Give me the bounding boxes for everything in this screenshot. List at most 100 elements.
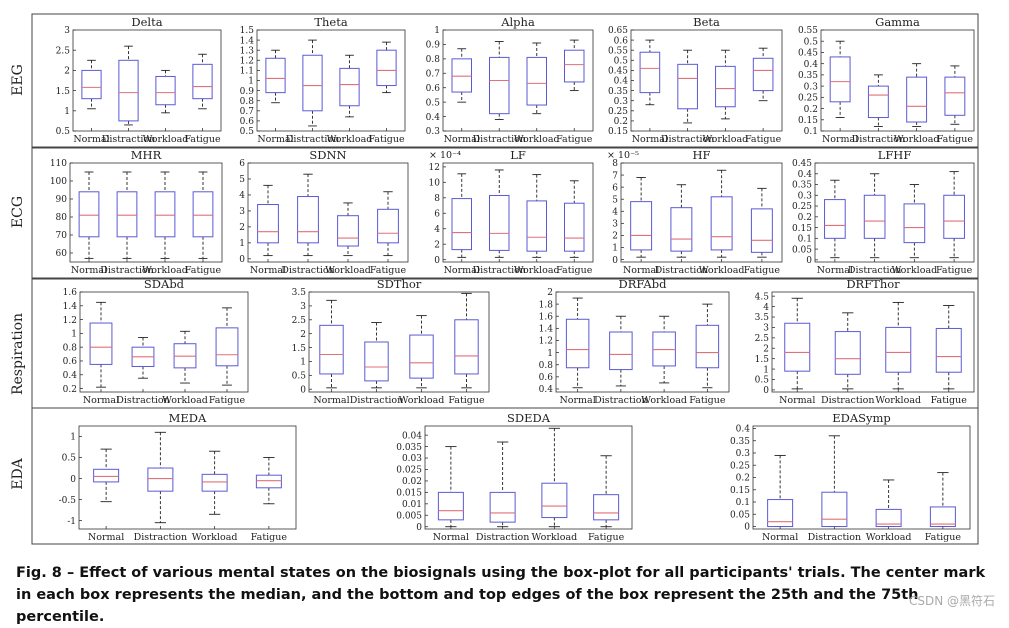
ytick-label-edasymp: 0.1 [736, 498, 750, 508]
box-gamma-normal [829, 56, 851, 103]
box-sdthor-workload [409, 334, 434, 379]
xtick-label-drfabd-distraction: Distraction [594, 395, 648, 406]
ytick-label-beta: 0.35 [608, 87, 628, 97]
box-edasymp-fatigue [929, 506, 956, 528]
xtick-label-sdeda-distraction: Distraction [476, 532, 530, 543]
box-alpha-workload [526, 56, 547, 106]
ytick-label-hf: 6 [612, 183, 618, 193]
panel-title-gamma: Gamma [875, 15, 920, 29]
xtick-label-sdnn-workload: Workload [325, 265, 371, 276]
panel-title-sdthor: SDThor [377, 277, 422, 291]
ytick-label-delta: 1.5 [56, 87, 71, 97]
ytick-label-drfthor: 2 [763, 344, 769, 354]
ytick-label-drfabd: 1.8 [539, 300, 554, 310]
box-alpha-fatigue [564, 49, 585, 83]
xtick-label-sdeda-workload: Workload [532, 532, 578, 543]
xtick-label-gamma-normal: Normal [822, 134, 858, 145]
ytick-label-lfhf: 0.25 [792, 202, 812, 212]
ytick-label-edasymp: 0 [744, 523, 750, 533]
row-label-eeg: EEG [10, 64, 26, 96]
ytick-label-gamma: 0.2 [804, 105, 818, 115]
box-sdeda-workload [541, 482, 568, 519]
ytick-label-alpha: 0.9 [426, 41, 441, 51]
ytick-label-sdnn: 5 [239, 175, 245, 185]
box-hf-fatigue [750, 208, 773, 253]
box-drfabd-fatigue [695, 324, 720, 369]
ytick-label-beta: 0.45 [608, 67, 628, 77]
xtick-label-alpha-normal: Normal [444, 134, 480, 145]
axes-drfabd [555, 291, 730, 393]
scale-label-hf: × 10⁻⁵ [607, 150, 639, 161]
ytick-label-sdabd: 0.4 [63, 371, 78, 381]
ytick-label-lfhf: 0.35 [792, 181, 812, 191]
box-theta-fatigue [376, 49, 397, 87]
xtick-label-gamma-distraction: Distraction [852, 134, 906, 145]
xtick-label-lfhf-distraction: Distraction [848, 265, 902, 276]
box-lfhf-normal [824, 199, 846, 239]
panel-title-lf: LF [510, 148, 526, 162]
ytick-label-edasymp: 0.05 [730, 510, 750, 520]
xtick-label-alpha-fatigue: Fatigue [556, 134, 593, 145]
figure-caption: Fig. 8 – Effect of various mental states… [16, 565, 986, 625]
ytick-label-lf: 12 [429, 163, 440, 173]
ytick-label-sdnn: 0 [239, 255, 245, 265]
box-beta-normal [639, 51, 661, 94]
xtick-label-alpha-distraction: Distraction [472, 134, 526, 145]
xtick-label-sdabd-distraction: Distraction [116, 395, 170, 406]
xtick-label-theta-normal: Normal [257, 134, 293, 145]
ytick-label-sdeda: 0 [416, 523, 422, 533]
ytick-label-hf: 4 [612, 207, 618, 217]
ytick-label-sdthor: 2 [300, 330, 306, 340]
ytick-label-drfthor: 1 [763, 365, 769, 375]
panel-beta: Beta 0.150.20.250.30.350.40.450.50.550.60… [608, 15, 783, 145]
ytick-label-drfthor: 3.5 [755, 313, 770, 323]
axes-drfthor [771, 291, 975, 393]
ytick-label-mhr: 70 [56, 231, 68, 241]
xtick-label-theta-workload: Workload [327, 134, 373, 145]
ytick-label-theta: 1.3 [240, 46, 255, 56]
xtick-label-drfabd-normal: Normal [559, 395, 595, 406]
ytick-label-sdabd: 0.6 [63, 357, 78, 367]
axes-theta [256, 29, 406, 132]
xtick-label-gamma-workload: Workload [894, 134, 940, 145]
box-theta-workload [339, 67, 360, 107]
axes-delta [72, 29, 222, 132]
box-sdnn-fatigue [377, 208, 399, 244]
ytick-label-lf: 6 [434, 209, 440, 219]
panel-drfthor: DRFThor 00.511.522.533.544.5 Normal Distrac… [755, 277, 975, 406]
ytick-label-sdeda: 0.02 [402, 477, 422, 487]
panel-meda: MEDA -1 -0.5 0 0.5 1 Normal Distraction Workload… [59, 411, 297, 543]
axes-edasymp [752, 425, 971, 530]
axes-sdabd [79, 291, 249, 393]
ytick-label-edasymp: 0.35 [730, 437, 750, 447]
ytick-label-drfabd: 2 [547, 288, 553, 298]
box-gamma-workload [906, 76, 928, 123]
axes-sdthor [308, 291, 490, 393]
ytick-label-alpha: 0.3 [426, 127, 441, 137]
row-label-eda: EDA [10, 457, 26, 489]
box-alpha-normal [451, 58, 472, 93]
axes-hf [620, 162, 783, 263]
ytick-label-drfabd: 0.6 [539, 373, 554, 383]
box-meda-distraction [147, 467, 174, 492]
xtick-label-mhr-normal: Normal [71, 265, 107, 276]
ytick-label-mhr: 110 [50, 159, 67, 169]
ytick-label-meda: -0.5 [59, 496, 77, 506]
ytick-label-alpha: 0.4 [426, 113, 441, 123]
box-drfabd-normal [565, 318, 590, 369]
ytick-label-lfhf: 0.45 [792, 159, 812, 169]
box-mhr-normal [78, 191, 100, 238]
ytick-label-beta: 0.5 [614, 57, 629, 67]
xtick-label-mhr-workload: Workload [142, 265, 188, 276]
ytick-label-beta: 0.55 [608, 46, 628, 56]
panel-sdthor: SDThor 0 0.5 1 1.5 2 2.5 3 3.5 Normal DistractionW… [292, 277, 490, 406]
ytick-label-sdabd: 1.6 [63, 288, 78, 298]
box-delta-workload [155, 75, 176, 106]
panel-lfhf: LFHF 00.050.10.150.20.250.30.350.40.45 Nor… [792, 148, 975, 276]
ytick-label-gamma: 0.55 [798, 26, 818, 36]
ytick-label-sdabd: 0.8 [63, 343, 78, 353]
xtick-label-sdabd-normal: Normal [83, 395, 119, 406]
ytick-label-gamma: 0.35 [798, 71, 818, 81]
box-gamma-distraction [867, 85, 889, 119]
